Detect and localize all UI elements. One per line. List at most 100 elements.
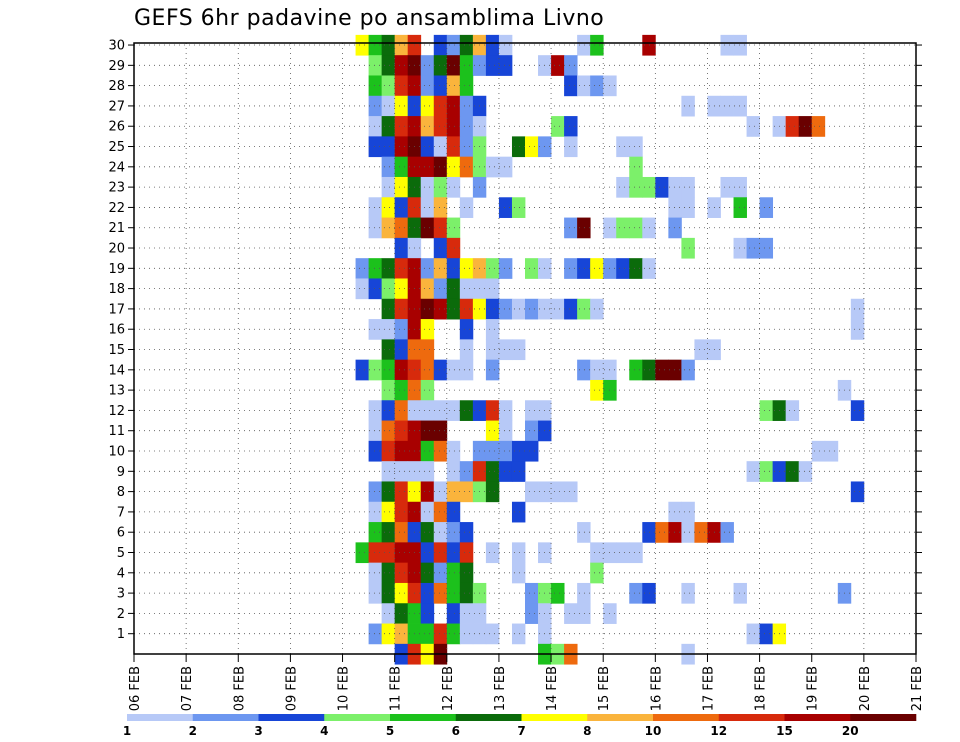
heatmap-cell	[394, 440, 409, 462]
heatmap-cell	[381, 440, 396, 462]
heatmap-cell	[459, 562, 474, 584]
heatmap-cell	[433, 75, 448, 97]
heatmap-cell	[511, 440, 526, 462]
heatmap-cell	[381, 116, 396, 137]
heatmap-cell	[668, 217, 682, 239]
heatmap-cell	[433, 116, 448, 137]
heatmap-cell	[446, 582, 461, 604]
heatmap-cell	[525, 136, 539, 158]
heatmap-cell	[459, 623, 474, 645]
heatmap-cell	[394, 95, 409, 117]
heatmap-cell	[577, 75, 591, 97]
heatmap-cell	[564, 481, 578, 503]
heatmap-cell	[381, 420, 396, 442]
heatmap-cell	[785, 400, 800, 421]
heatmap-cell	[655, 522, 669, 543]
heatmap-cell	[525, 603, 539, 624]
y-tick-label: 8	[117, 485, 125, 500]
heatmap-cell	[381, 400, 396, 421]
heatmap-cell	[681, 237, 695, 259]
heatmap-cell	[590, 379, 604, 401]
heatmap-cell	[446, 501, 461, 523]
heatmap-cell	[485, 339, 500, 361]
heatmap-cell	[498, 55, 513, 76]
heatmap-cell	[564, 136, 578, 158]
heatmap-cell	[368, 34, 383, 56]
y-tick-label: 6	[117, 526, 125, 541]
heatmap-cell	[485, 623, 500, 645]
heatmap-cell	[629, 136, 643, 158]
heatmap-cell	[433, 623, 448, 645]
heatmap-cell	[433, 136, 448, 158]
y-tick-label: 21	[108, 221, 125, 236]
heatmap-cell	[368, 420, 383, 442]
heatmap-cell	[525, 400, 539, 421]
heatmap-cell	[394, 359, 409, 381]
heatmap-cell	[368, 319, 383, 340]
heatmap-cell	[394, 298, 409, 320]
heatmap-cell	[459, 298, 474, 320]
y-tick-label: 20	[108, 242, 125, 257]
heatmap-cell	[459, 603, 474, 624]
heatmap-cell	[564, 258, 578, 279]
heatmap-cell	[616, 542, 630, 564]
heatmap-cell	[459, 116, 474, 137]
heatmap-cell	[485, 542, 500, 564]
heatmap-cell	[394, 55, 409, 76]
heatmap-cell	[446, 603, 461, 624]
heatmap-cell	[394, 623, 409, 645]
x-tick-label: 09 FEB	[284, 666, 299, 711]
heatmap-cell	[446, 359, 461, 381]
colorbar-swatch	[127, 714, 194, 721]
heatmap-cell	[394, 420, 409, 442]
heatmap-cell	[733, 95, 747, 117]
heatmap-cell	[564, 217, 578, 239]
heatmap-cell	[368, 55, 383, 76]
heatmap-cell	[446, 481, 461, 503]
heatmap-cell	[446, 298, 461, 320]
heatmap-cell	[381, 562, 396, 584]
heatmap-cell	[785, 461, 800, 482]
heatmap-cell	[381, 359, 396, 381]
heatmap-cell	[511, 298, 526, 320]
heatmap-cell	[551, 582, 565, 604]
colorbar-swatch	[390, 714, 457, 721]
heatmap-cell	[381, 522, 396, 543]
heatmap-cell	[525, 440, 539, 462]
y-tick-label: 29	[108, 59, 125, 74]
heatmap-cell	[525, 582, 539, 604]
heatmap-cell	[433, 34, 448, 56]
y-tick-label: 19	[108, 262, 125, 277]
heatmap-cell	[433, 278, 448, 300]
heatmap-cell	[485, 400, 500, 421]
heatmap-cell	[511, 339, 526, 361]
heatmap-cell	[433, 217, 448, 239]
x-tick-label: 18 FEB	[754, 666, 769, 711]
x-tick-label: 20 FEB	[858, 666, 873, 711]
heatmap-cell	[759, 237, 774, 259]
y-tick-label: 12	[108, 404, 125, 419]
heatmap-cell	[446, 116, 461, 137]
heatmap-cell	[368, 136, 383, 158]
heatmap-cell	[498, 461, 513, 482]
heatmap-cell	[433, 258, 448, 279]
y-tick-label: 1	[117, 627, 125, 642]
y-tick-label: 2	[117, 607, 125, 622]
colorbar-label: 15	[776, 724, 793, 738]
heatmap-cell	[446, 156, 461, 178]
heatmap-cell	[629, 359, 643, 381]
heatmap-cell	[381, 136, 396, 158]
heatmap-cell	[629, 217, 643, 239]
heatmap-cell	[564, 298, 578, 320]
y-tick-label: 30	[108, 39, 125, 54]
heatmap-cell	[485, 420, 500, 442]
heatmap-cell	[420, 379, 435, 401]
heatmap-cell	[681, 359, 695, 381]
y-tick-label: 14	[108, 363, 125, 378]
heatmap-cell	[498, 400, 513, 421]
heatmap-cell	[459, 339, 474, 361]
heatmap-cell	[498, 34, 513, 56]
heatmap-cell	[564, 55, 578, 76]
heatmap-cell	[433, 359, 448, 381]
